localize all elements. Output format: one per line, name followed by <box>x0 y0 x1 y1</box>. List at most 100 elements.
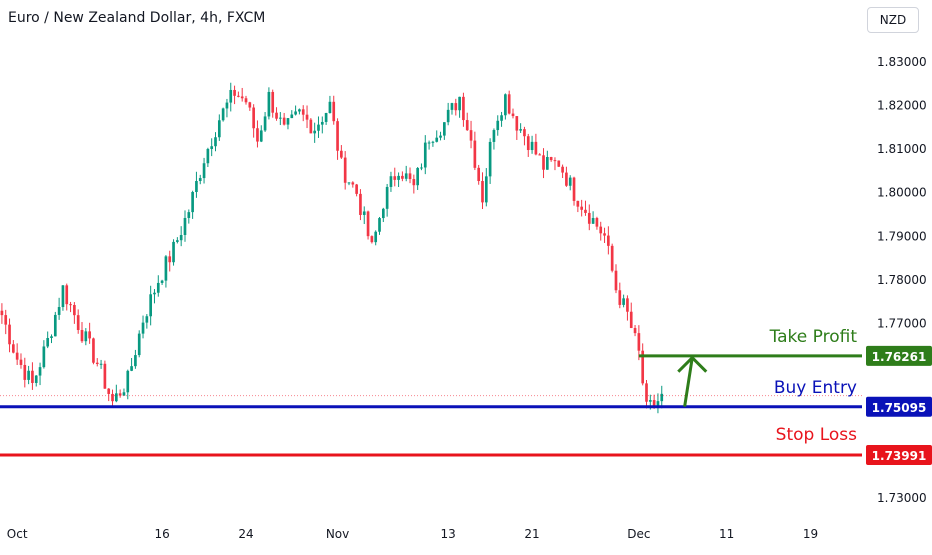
candle-body <box>294 111 297 115</box>
candle <box>99 359 103 369</box>
candle-body <box>23 364 27 380</box>
candle-body <box>420 167 423 169</box>
candle-body <box>263 116 267 131</box>
candle <box>282 112 286 126</box>
candle <box>198 174 202 185</box>
candle-body <box>557 160 561 167</box>
candle-body <box>80 329 84 342</box>
candle <box>164 255 168 288</box>
candle <box>233 85 236 105</box>
candle-body <box>229 89 233 103</box>
candle <box>259 125 263 143</box>
candle-body <box>580 206 583 210</box>
candle <box>229 82 233 112</box>
y-axis: 1.83000 1.82000 1.81000 1.80000 1.79000 1.780… <box>877 55 927 505</box>
candle <box>591 211 595 224</box>
x-tick-label: 24 <box>238 527 253 541</box>
candle <box>19 353 23 369</box>
candle-body <box>576 200 580 207</box>
candle <box>507 90 511 115</box>
candle-body <box>240 96 244 99</box>
candle <box>389 171 393 192</box>
candle <box>401 171 404 182</box>
candle <box>191 190 194 219</box>
candle <box>279 112 282 126</box>
y-tick-label: 1.78000 <box>877 273 927 287</box>
candle <box>46 331 50 349</box>
candle <box>23 357 27 388</box>
candle <box>168 250 172 272</box>
candle <box>465 112 469 131</box>
candle <box>183 210 187 242</box>
candle <box>504 93 507 120</box>
candle-body <box>88 331 91 339</box>
candle-body <box>130 366 133 371</box>
candle-body <box>279 117 282 119</box>
candle-body <box>271 91 275 113</box>
candle <box>237 91 240 98</box>
candle <box>141 315 145 339</box>
candle <box>176 237 179 244</box>
candle <box>481 172 484 210</box>
candle-body <box>347 182 351 184</box>
candle <box>84 328 88 346</box>
candle-body <box>149 294 152 317</box>
candle <box>618 282 622 309</box>
candle-body <box>629 311 633 329</box>
candle-body <box>610 245 614 271</box>
candle <box>202 157 206 184</box>
candle <box>614 264 618 294</box>
y-tick-label: 1.77000 <box>877 317 927 331</box>
level-price-tag <box>866 345 932 366</box>
candle <box>92 337 95 365</box>
candle <box>587 204 591 231</box>
candle-body <box>252 107 255 129</box>
currency-button[interactable]: NZD <box>867 7 919 33</box>
candle-body <box>618 290 622 305</box>
candle-body <box>435 137 439 142</box>
candle <box>362 206 366 225</box>
candle <box>107 388 111 402</box>
candle <box>61 285 65 311</box>
candle-body <box>408 173 412 180</box>
candle-body <box>118 393 122 396</box>
candle <box>526 133 530 157</box>
candle <box>496 115 500 136</box>
candle-body <box>340 150 343 158</box>
candle <box>408 167 412 184</box>
candle <box>542 148 545 179</box>
candle <box>549 156 553 162</box>
candle-body <box>111 393 114 402</box>
candle-body <box>515 116 519 131</box>
candle-body <box>267 91 271 117</box>
chart-title: Euro / New Zealand Dollar, 4h, FXCM <box>8 10 266 26</box>
candle <box>294 105 297 116</box>
candle-body <box>587 212 591 224</box>
candle <box>435 130 439 143</box>
candle-body <box>114 393 118 402</box>
y-tick-label: 1.81000 <box>877 142 927 156</box>
candle <box>336 118 339 160</box>
candle-body <box>355 184 358 194</box>
candle <box>355 183 358 197</box>
candle <box>256 120 259 148</box>
candle-body <box>500 115 503 121</box>
candle-body <box>519 129 522 131</box>
candle <box>15 343 19 365</box>
candle <box>88 322 91 344</box>
candle-body <box>652 400 656 407</box>
level-price-value: 1.73991 <box>872 449 927 463</box>
candle-body <box>141 322 145 334</box>
candle <box>65 283 69 311</box>
candle-body <box>301 109 305 115</box>
candle <box>610 243 614 273</box>
candle-body <box>366 211 370 237</box>
candle-body <box>393 176 397 180</box>
candle <box>572 176 576 206</box>
candle-body <box>99 363 103 365</box>
candle <box>156 275 160 297</box>
level-price-tag <box>866 396 932 417</box>
candle-body <box>12 344 15 353</box>
candle-body <box>210 146 214 149</box>
